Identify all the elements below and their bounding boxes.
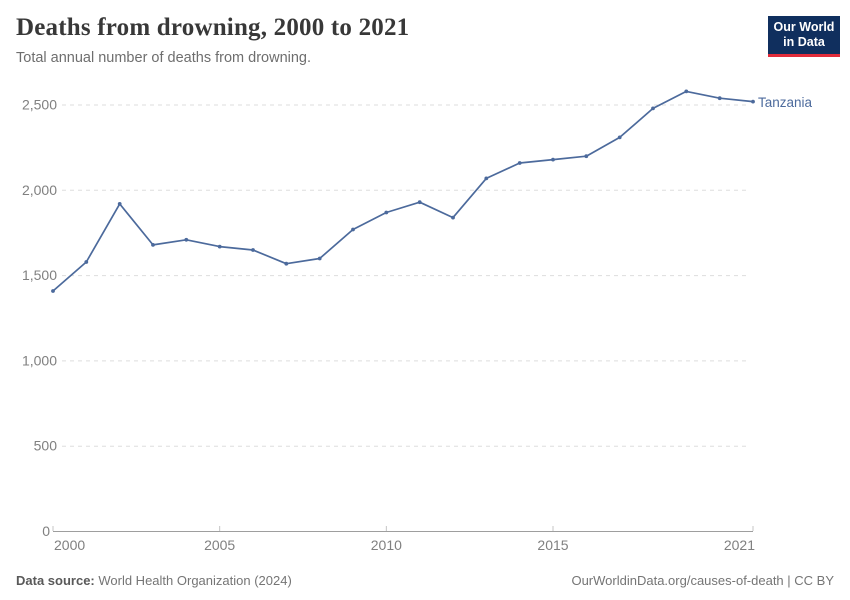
data-point-2015[interactable]: [551, 157, 555, 162]
x-tick-label: 2021: [724, 537, 755, 553]
page-title: Deaths from drowning, 2000 to 2021: [16, 14, 410, 41]
x-tick-label: 2000: [54, 537, 85, 553]
data-point-2000[interactable]: [51, 289, 55, 293]
data-point-2007[interactable]: [284, 261, 289, 266]
data-point-2004[interactable]: [184, 237, 189, 242]
series-line-tanzania[interactable]: [52, 90, 754, 292]
credit-line: OurWorldinData.org/causes-of-death | CC …: [571, 573, 834, 588]
owid-logo-line1: Our World: [773, 20, 835, 34]
data-point-2018[interactable]: [651, 106, 655, 111]
data-point-2005[interactable]: [217, 244, 222, 249]
data-point-2010[interactable]: [384, 210, 389, 215]
x-tick-label: 2010: [371, 537, 402, 553]
data-point-2001[interactable]: [84, 260, 89, 264]
data-point-2014[interactable]: [517, 161, 522, 165]
x-tick-label: 2005: [204, 537, 235, 553]
footer: Data source: World Health Organization (…: [16, 573, 834, 588]
data-point-2003[interactable]: [151, 243, 155, 247]
data-point-2012[interactable]: [451, 215, 455, 220]
data-point-2016[interactable]: [584, 154, 589, 159]
data-point-2021[interactable]: [751, 99, 755, 104]
y-tick-label: 1,500: [22, 267, 57, 283]
data-source-note: Data source: World Health Organization (…: [16, 573, 292, 588]
chart-subtitle: Total annual number of deaths from drown…: [16, 50, 312, 66]
data-point-2008[interactable]: [317, 256, 322, 261]
data-point-2019[interactable]: [684, 89, 689, 94]
y-tick-label: 500: [34, 438, 58, 454]
y-tick-label: 2,000: [22, 182, 57, 198]
data-point-2009[interactable]: [351, 227, 355, 232]
data-point-2020[interactable]: [717, 96, 722, 101]
data-point-2013[interactable]: [484, 176, 489, 181]
x-tick-label: 2015: [537, 537, 568, 553]
y-tick-label: 1,000: [22, 352, 57, 368]
data-source-label: Data source:: [16, 573, 95, 588]
owid-logo-line2: in Data: [783, 35, 825, 50]
data-point-2017[interactable]: [617, 135, 622, 140]
data-point-2011[interactable]: [417, 200, 422, 205]
y-tick-label: 0: [42, 523, 50, 539]
data-source-value: World Health Organization (2024): [94, 573, 292, 588]
owid-logo: Our World in Data: [768, 16, 840, 57]
data-point-2006[interactable]: [251, 248, 255, 252]
data-point-2002[interactable]: [117, 202, 122, 206]
series-label-tanzania[interactable]: Tanzania: [758, 95, 813, 110]
y-tick-label: 2,500: [22, 97, 57, 113]
